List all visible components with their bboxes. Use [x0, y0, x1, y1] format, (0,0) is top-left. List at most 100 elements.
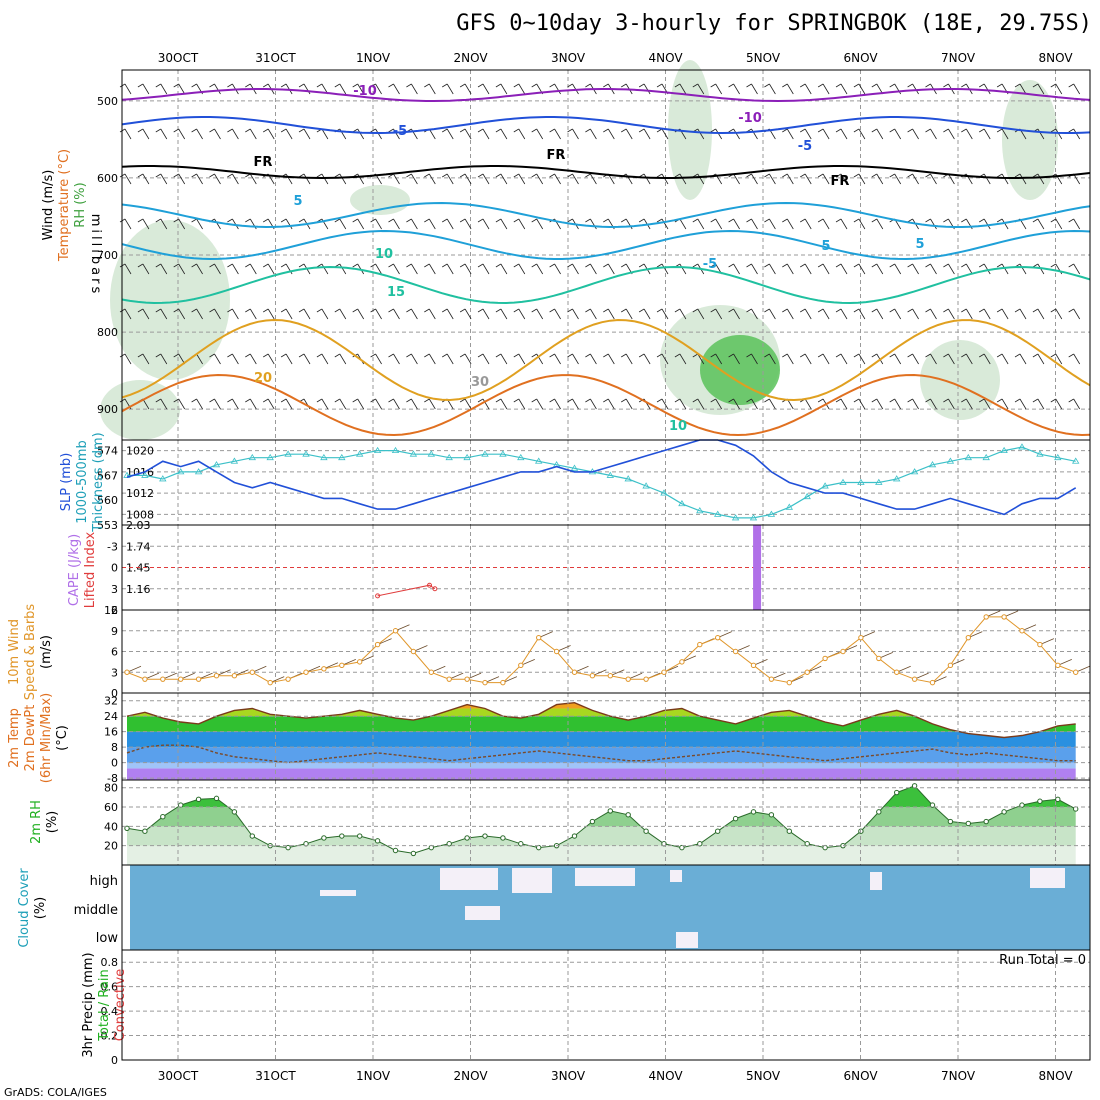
- axis-title: Wind (m/s): [41, 170, 56, 241]
- wind-barb: [835, 83, 848, 95]
- precip-tick-label: 0.2: [101, 1030, 119, 1043]
- thickness-tick-label: 553: [97, 519, 118, 532]
- wind-barb: [227, 308, 239, 320]
- thickness-point: [320, 453, 328, 461]
- axis-title: SLP (mb): [59, 453, 74, 512]
- wind-barb: [585, 263, 597, 275]
- wind-barb: [298, 173, 311, 185]
- rh-point: [643, 828, 649, 834]
- wind-barb: [513, 353, 526, 365]
- wind-barb: [853, 308, 866, 320]
- wind-barb: [961, 308, 973, 320]
- rh-point: [339, 833, 345, 839]
- thickness-tick-label: 560: [97, 494, 118, 507]
- wind-barb: [495, 308, 508, 320]
- rh-point: [768, 812, 775, 818]
- wind-barb: [495, 398, 508, 410]
- cloud-block: [440, 868, 498, 890]
- li-point: [432, 586, 438, 592]
- wind-barb: [155, 173, 168, 185]
- wind-barb: [477, 83, 490, 95]
- contour-label: -5: [393, 124, 407, 139]
- wind-barb: [889, 128, 902, 140]
- axis-title: RH (%): [73, 182, 88, 227]
- rh-point: [947, 818, 954, 825]
- wind-barb: [853, 398, 866, 410]
- wind-barb: [674, 353, 687, 365]
- rh-band: [127, 845, 1076, 865]
- wind-barb: [853, 173, 866, 185]
- thickness-point: [123, 471, 131, 478]
- wind-barb: [692, 83, 705, 95]
- rh-point: [124, 825, 130, 831]
- wind-barb: [764, 398, 776, 410]
- thickness-point: [1018, 443, 1026, 450]
- wind-speed-point: [536, 634, 542, 641]
- axis-title: CAPE (J/kg): [67, 534, 82, 606]
- wind-speed-point: [732, 648, 739, 655]
- wind-barb: [459, 173, 472, 185]
- wind-barb: [1068, 398, 1081, 410]
- wind-barb: [370, 218, 382, 230]
- thickness-point: [194, 468, 203, 475]
- rh-point: [965, 820, 971, 827]
- wind-barb: [889, 353, 902, 365]
- wind-barb: [746, 398, 758, 410]
- bottom-date-label: 5NOV: [746, 1069, 781, 1083]
- wind-barb: [1068, 308, 1081, 320]
- wind-barb: [406, 218, 418, 230]
- bottom-date-axis: 30OCT 31OCT 1NOV 2NOV 3NOV 4NOV 5NOV 6NOV 7NOV 8N…: [158, 1069, 1074, 1083]
- wind-barb: [441, 218, 454, 230]
- axis-title: (%): [33, 897, 48, 920]
- wind-barb: [549, 353, 561, 365]
- wind-speed-point: [357, 659, 363, 665]
- wind-barb: [477, 398, 490, 410]
- wind-barb: [209, 128, 221, 140]
- axis-title: 3hr Precip (mm): [81, 952, 96, 1057]
- wind-barb: [996, 218, 1009, 230]
- wind-barb: [656, 218, 669, 230]
- isotherm-contour: [121, 229, 1091, 261]
- wind-barb: [638, 83, 651, 95]
- wind-speed-point: [1037, 641, 1043, 648]
- wind-barb: [585, 218, 597, 230]
- wind-barb: [620, 308, 633, 320]
- wind-barb: [155, 398, 168, 410]
- axis-title: (m/s): [39, 635, 54, 669]
- wind-barb: [692, 218, 705, 230]
- contour-label: FR: [254, 155, 273, 170]
- wind-barb: [209, 308, 221, 320]
- wind-barb: [477, 218, 490, 230]
- temp-band: [127, 762, 1076, 769]
- wind-barb: [441, 128, 454, 140]
- wind-barb: [656, 173, 669, 185]
- wind-barb: [1068, 128, 1081, 140]
- top-date-label: 5NOV: [746, 51, 781, 65]
- thickness-point: [373, 446, 382, 454]
- wind-speed-point: [1055, 662, 1061, 669]
- thickness-point: [821, 482, 829, 489]
- wind-barb: [424, 263, 436, 275]
- wind-barb: [603, 308, 615, 320]
- wind-barb: [406, 308, 418, 320]
- wind-tick-label: 0: [111, 687, 118, 700]
- thickness-point: [928, 461, 937, 468]
- wind-barb: [477, 308, 490, 320]
- wind-barb: [191, 398, 203, 410]
- rh2m-panel: 80 60 40 20 2m RH (%): [29, 779, 1091, 866]
- wind-speed-point: [840, 648, 846, 655]
- thickness-point: [803, 492, 811, 500]
- wind-barb: [334, 263, 347, 275]
- wind-barb: [406, 353, 418, 365]
- rh-point: [625, 812, 631, 818]
- wind-barb: [549, 308, 561, 320]
- wind-barb: [495, 83, 508, 95]
- wind-barb: [585, 308, 597, 320]
- wind-barb: [388, 218, 400, 230]
- isotherm-contour: [121, 88, 1091, 103]
- wind-speed-point: [321, 666, 327, 672]
- wind-barb: [227, 218, 239, 230]
- wind-barb: [925, 173, 937, 185]
- wind-barb: [567, 173, 579, 185]
